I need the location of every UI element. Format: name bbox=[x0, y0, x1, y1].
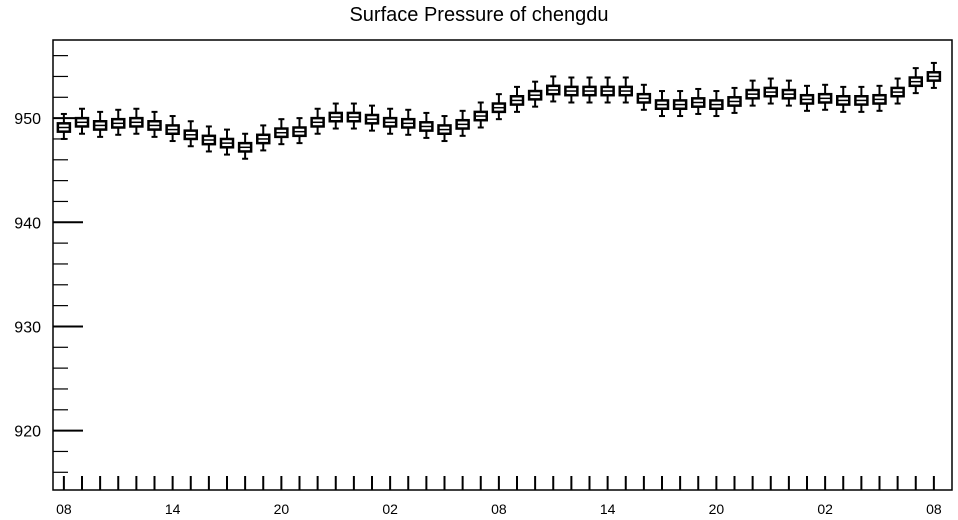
tick-labels: 920 930 940 950 08 14 20 02 08 14 20 02 08 bbox=[14, 111, 942, 517]
box-item bbox=[672, 90, 688, 118]
plot-frame bbox=[52, 39, 953, 491]
box-item bbox=[346, 102, 362, 130]
box-item bbox=[183, 120, 198, 148]
box-item bbox=[836, 85, 851, 113]
box-item bbox=[745, 79, 760, 107]
box-item bbox=[165, 115, 180, 143]
box-item bbox=[509, 85, 525, 113]
box-item bbox=[419, 111, 434, 139]
box-item bbox=[219, 128, 235, 156]
x-tick-label: 08 bbox=[491, 501, 507, 517]
x-tick-label: 08 bbox=[56, 501, 72, 517]
box-item bbox=[129, 107, 144, 135]
axes bbox=[52, 39, 953, 491]
box-item bbox=[908, 67, 923, 95]
tick-marks bbox=[53, 55, 935, 490]
x-tick-label: 14 bbox=[165, 501, 181, 517]
box-item bbox=[890, 77, 905, 105]
x-tick-label: 20 bbox=[709, 501, 725, 517]
box-item bbox=[310, 107, 325, 135]
box-item bbox=[111, 108, 126, 136]
box-item bbox=[328, 102, 343, 130]
box-item bbox=[582, 76, 597, 104]
box-item bbox=[147, 110, 162, 138]
y-tick-label: 930 bbox=[14, 319, 41, 336]
box-item bbox=[799, 84, 815, 112]
box-item bbox=[56, 112, 72, 140]
box-item bbox=[527, 80, 543, 108]
box-item bbox=[926, 61, 942, 89]
box-item bbox=[600, 76, 615, 104]
box-item bbox=[636, 83, 652, 111]
box-item bbox=[709, 90, 724, 118]
x-tick-label: 02 bbox=[817, 501, 833, 517]
box-item bbox=[292, 117, 307, 145]
chart-title: Surface Pressure of chengdu bbox=[349, 4, 609, 26]
box-item bbox=[872, 84, 887, 112]
box-item bbox=[201, 125, 217, 153]
box-item bbox=[491, 93, 507, 121]
x-tick-label: 14 bbox=[600, 501, 616, 517]
box-item bbox=[256, 124, 271, 152]
box-item bbox=[727, 86, 742, 114]
box-item bbox=[274, 118, 289, 146]
box-item bbox=[473, 101, 488, 129]
box-item bbox=[781, 79, 797, 107]
boxes bbox=[56, 61, 942, 160]
box-item bbox=[92, 110, 108, 138]
y-tick-label: 920 bbox=[14, 424, 41, 441]
box-item bbox=[401, 108, 416, 136]
box-item bbox=[564, 76, 579, 104]
y-tick-label: 950 bbox=[14, 111, 41, 128]
x-tick-label: 02 bbox=[382, 501, 398, 517]
y-tick-label: 940 bbox=[14, 215, 41, 232]
box-item bbox=[691, 87, 706, 115]
box-item bbox=[382, 107, 398, 135]
box-item bbox=[364, 104, 380, 132]
box-item bbox=[654, 90, 670, 118]
box-item bbox=[854, 85, 869, 113]
x-tick-label: 08 bbox=[926, 501, 942, 517]
box-item bbox=[437, 115, 452, 143]
box-item bbox=[74, 107, 90, 135]
box-item bbox=[817, 83, 833, 111]
box-item bbox=[237, 132, 253, 160]
box-item bbox=[618, 76, 633, 104]
x-tick-label: 20 bbox=[274, 501, 290, 517]
box-item bbox=[763, 77, 778, 105]
box-item bbox=[546, 75, 561, 103]
box-item bbox=[455, 109, 470, 137]
